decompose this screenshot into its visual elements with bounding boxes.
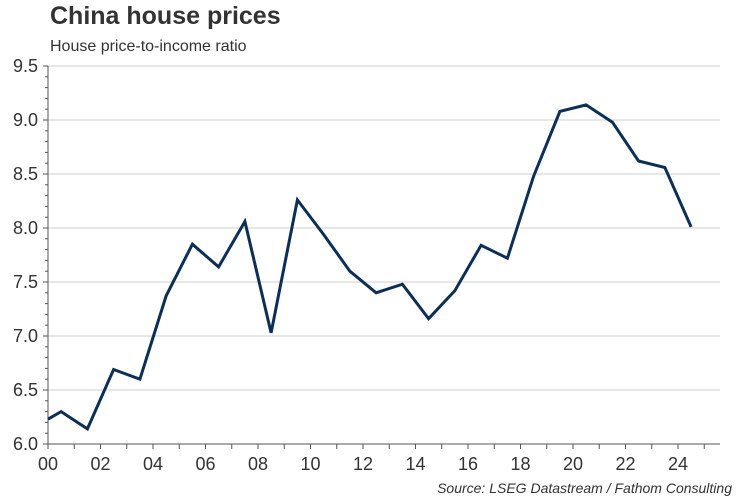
- x-tick-label: 08: [248, 454, 268, 474]
- x-tick-label: 20: [563, 454, 583, 474]
- y-tick-label: 8.5: [13, 164, 38, 184]
- data-point: [453, 289, 456, 292]
- x-tick-label: 18: [510, 454, 530, 474]
- x-tick-label: 16: [458, 454, 478, 474]
- data-point: [532, 175, 535, 178]
- series-layer: [47, 103, 693, 432]
- chart-title: China house prices: [50, 2, 281, 30]
- y-tick-label: 8.0: [13, 218, 38, 238]
- data-point: [375, 291, 378, 294]
- y-tick-label: 9.0: [13, 110, 38, 130]
- series-line: [47, 103, 693, 432]
- x-tick-label: 04: [143, 454, 163, 474]
- data-point: [47, 418, 50, 421]
- data-point: [480, 244, 483, 247]
- y-tick-label: 6.5: [13, 380, 38, 400]
- data-point: [401, 283, 404, 286]
- x-tick-label: 22: [615, 454, 635, 474]
- data-point: [60, 410, 63, 413]
- data-point: [427, 317, 430, 320]
- data-point: [322, 233, 325, 236]
- axes: [43, 65, 720, 449]
- y-tick-label: 6.0: [13, 434, 38, 454]
- y-tick-label: 7.5: [13, 272, 38, 292]
- data-point: [270, 331, 273, 334]
- x-tick-label: 24: [668, 454, 688, 474]
- data-point: [663, 166, 666, 169]
- x-tick-label: 10: [300, 454, 320, 474]
- data-point: [112, 368, 115, 371]
- gridlines: [48, 65, 720, 391]
- y-tick-labels: 6.0 6.5 7.0 7.5 8.0 8.5 9.0 9.5: [13, 56, 38, 454]
- data-point: [243, 220, 246, 223]
- x-tick-label: 02: [90, 454, 110, 474]
- data-point: [217, 265, 220, 268]
- chart-subtitle: House price-to-income ratio: [50, 38, 247, 55]
- y-tick-label: 9.5: [13, 56, 38, 76]
- source-note: Source: LSEG Datastream / Fathom Consult…: [437, 480, 732, 496]
- data-point: [86, 427, 89, 430]
- x-tick-labels: 00 02 04 06 08 10 12 14 16 18 20 22 24: [38, 454, 688, 474]
- data-point: [558, 110, 561, 113]
- data-point: [296, 198, 299, 201]
- x-tick-label: 00: [38, 454, 58, 474]
- data-point: [585, 103, 588, 106]
- x-tick-label: 06: [195, 454, 215, 474]
- data-point: [348, 270, 351, 273]
- data-point: [690, 225, 693, 228]
- data-point: [191, 243, 194, 246]
- x-tick-label: 12: [353, 454, 373, 474]
- data-point: [165, 295, 168, 298]
- data-point: [637, 160, 640, 163]
- data-point: [138, 378, 141, 381]
- x-tick-label: 14: [405, 454, 425, 474]
- y-tick-label: 7.0: [13, 326, 38, 346]
- data-point: [506, 257, 509, 260]
- data-point: [611, 121, 614, 124]
